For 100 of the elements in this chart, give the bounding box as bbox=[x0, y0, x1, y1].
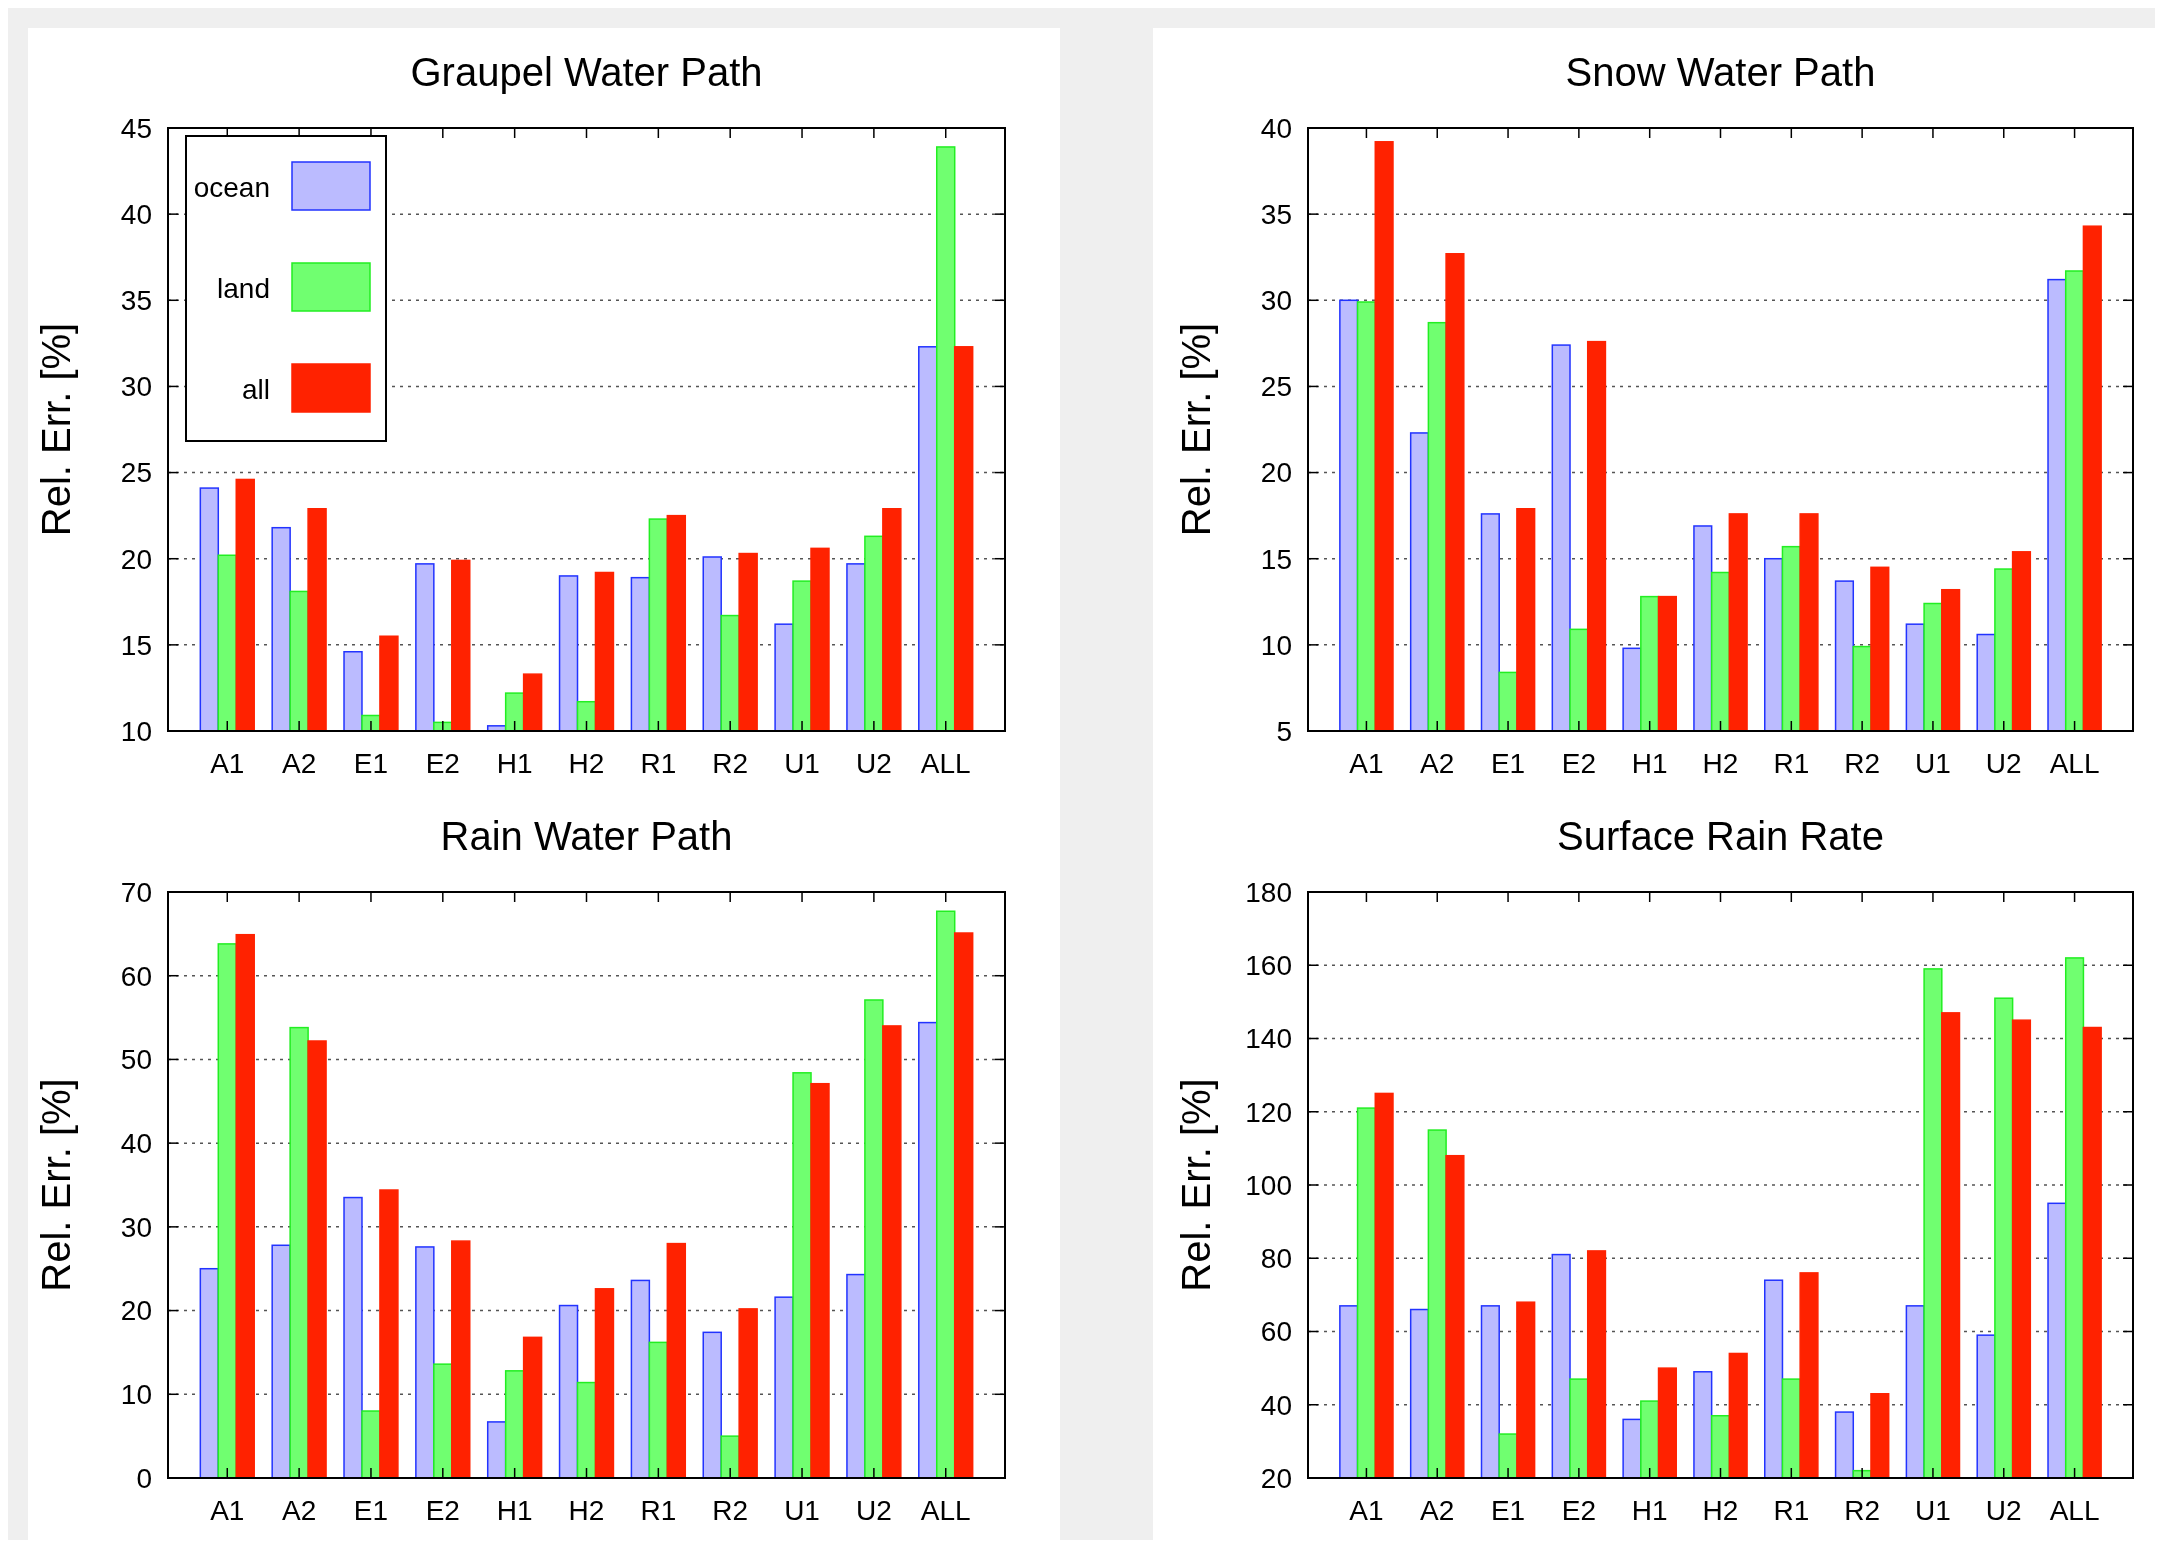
bar bbox=[235, 933, 255, 1479]
y-tick-label: 10 bbox=[120, 1379, 152, 1411]
y-tick-label: 60 bbox=[1260, 1316, 1292, 1348]
x-tick-label: R1 bbox=[1773, 1495, 1810, 1526]
x-tick-label: U1 bbox=[784, 748, 820, 779]
bar bbox=[630, 1279, 651, 1479]
x-tick-label: ALL bbox=[2049, 748, 2100, 779]
bar bbox=[486, 1421, 507, 1479]
x-tick-label: H2 bbox=[568, 1495, 605, 1526]
bar bbox=[953, 932, 974, 1479]
y-tick-label: 120 bbox=[1245, 1096, 1292, 1128]
y-axis-title: Rel. Err. [%] bbox=[34, 322, 78, 537]
x-tick-label: A2 bbox=[1420, 1495, 1455, 1526]
x-tick-label: U2 bbox=[855, 1495, 892, 1526]
y-tick-label: 30 bbox=[120, 1211, 152, 1243]
x-tick-label: ALL bbox=[920, 748, 971, 779]
y-axis-title: Rel. Err. [%] bbox=[34, 1078, 78, 1292]
x-tick-label: H1 bbox=[1631, 1495, 1668, 1526]
y-tick-label: 20 bbox=[1260, 1462, 1292, 1494]
y-tick-label: 20 bbox=[120, 543, 152, 575]
bar bbox=[558, 1304, 579, 1479]
bar bbox=[882, 1025, 902, 1479]
x-tick-label: E2 bbox=[1561, 748, 1596, 779]
chart-title: Graupel Water Path bbox=[410, 50, 763, 94]
bar bbox=[738, 1308, 758, 1479]
x-tick-label: E1 bbox=[353, 1495, 389, 1526]
bar bbox=[451, 1240, 471, 1479]
x-tick-label: H1 bbox=[1631, 748, 1668, 779]
x-tick-label: H2 bbox=[1702, 1495, 1739, 1526]
bar bbox=[774, 1296, 794, 1479]
x-tick-label: U2 bbox=[855, 748, 892, 779]
x-tick-label: R2 bbox=[712, 748, 749, 779]
x-tick-label: E1 bbox=[1490, 1495, 1526, 1526]
x-tick-label: A1 bbox=[210, 748, 245, 779]
y-tick-label: 25 bbox=[1260, 371, 1292, 403]
y-tick-label: 140 bbox=[1245, 1023, 1292, 1055]
x-tick-label: R2 bbox=[1844, 748, 1881, 779]
x-tick-label: H1 bbox=[496, 1495, 533, 1526]
y-tick-label: 10 bbox=[1260, 629, 1292, 661]
x-tick-label: H2 bbox=[1702, 748, 1739, 779]
x-tick-label: U2 bbox=[1985, 1495, 2022, 1526]
x-tick-label: E1 bbox=[353, 748, 389, 779]
x-tick-label: H1 bbox=[496, 748, 533, 779]
x-tick-label: A1 bbox=[210, 1495, 245, 1526]
y-tick-label: 15 bbox=[120, 629, 152, 661]
bar bbox=[648, 1341, 669, 1479]
bar bbox=[936, 910, 956, 1479]
bar bbox=[307, 1040, 327, 1479]
x-tick-label: R1 bbox=[1773, 748, 1810, 779]
y-tick-label: 20 bbox=[1260, 457, 1292, 489]
y-tick-label: 45 bbox=[120, 112, 152, 144]
y-axis-title: Rel. Err. [%] bbox=[1174, 1078, 1218, 1292]
bar bbox=[576, 1381, 597, 1479]
y-tick-label: 30 bbox=[1260, 285, 1292, 317]
x-tick-label: A2 bbox=[1420, 748, 1455, 779]
y-tick-label: 10 bbox=[120, 715, 152, 747]
x-tick-label: R1 bbox=[640, 748, 677, 779]
y-tick-label: 40 bbox=[1260, 1389, 1292, 1421]
bar bbox=[271, 1244, 291, 1479]
y-tick-label: 20 bbox=[120, 1295, 152, 1327]
bar bbox=[415, 1246, 435, 1479]
chart-title: Snow Water Path bbox=[1565, 50, 1876, 94]
x-tick-label: A1 bbox=[1349, 1495, 1384, 1526]
bar bbox=[343, 1196, 363, 1479]
x-tick-label: E2 bbox=[425, 748, 460, 779]
bar bbox=[379, 1189, 399, 1479]
x-tick-label: R2 bbox=[712, 1495, 749, 1526]
y-tick-label: 80 bbox=[1260, 1243, 1292, 1275]
x-tick-label: H2 bbox=[568, 748, 605, 779]
y-tick-label: 35 bbox=[1260, 198, 1292, 230]
bar bbox=[918, 1021, 938, 1479]
bar bbox=[594, 1288, 615, 1479]
x-tick-label: U1 bbox=[1915, 748, 1951, 779]
x-tick-label: E2 bbox=[1561, 1495, 1596, 1526]
x-tick-label: E1 bbox=[1490, 748, 1526, 779]
bar bbox=[810, 1082, 830, 1479]
chart-title: Surface Rain Rate bbox=[1557, 814, 1884, 858]
x-tick-label: R2 bbox=[1844, 1495, 1881, 1526]
x-tick-label: R1 bbox=[640, 1495, 677, 1526]
bar bbox=[289, 1026, 309, 1479]
x-tick-label: ALL bbox=[920, 1495, 971, 1526]
bar bbox=[217, 943, 237, 1479]
y-tick-label: 180 bbox=[1245, 876, 1292, 908]
y-tick-label: 35 bbox=[120, 285, 152, 317]
x-tick-label: U2 bbox=[1985, 748, 2022, 779]
y-tick-label: 5 bbox=[1276, 715, 1292, 747]
bar bbox=[433, 1363, 453, 1479]
bar bbox=[702, 1331, 722, 1479]
y-tick-label: 25 bbox=[120, 457, 152, 489]
bar bbox=[666, 1242, 687, 1479]
bar bbox=[361, 1410, 381, 1479]
y-tick-label: 70 bbox=[120, 876, 152, 908]
y-tick-label: 40 bbox=[120, 198, 152, 230]
x-tick-label: ALL bbox=[2049, 1495, 2100, 1526]
y-tick-label: 60 bbox=[120, 960, 152, 992]
y-tick-label: 40 bbox=[120, 1127, 152, 1159]
chart-title: Rain Water Path bbox=[440, 814, 733, 858]
bar bbox=[522, 1336, 543, 1479]
x-tick-label: U1 bbox=[1915, 1495, 1951, 1526]
y-tick-label: 50 bbox=[120, 1044, 152, 1076]
